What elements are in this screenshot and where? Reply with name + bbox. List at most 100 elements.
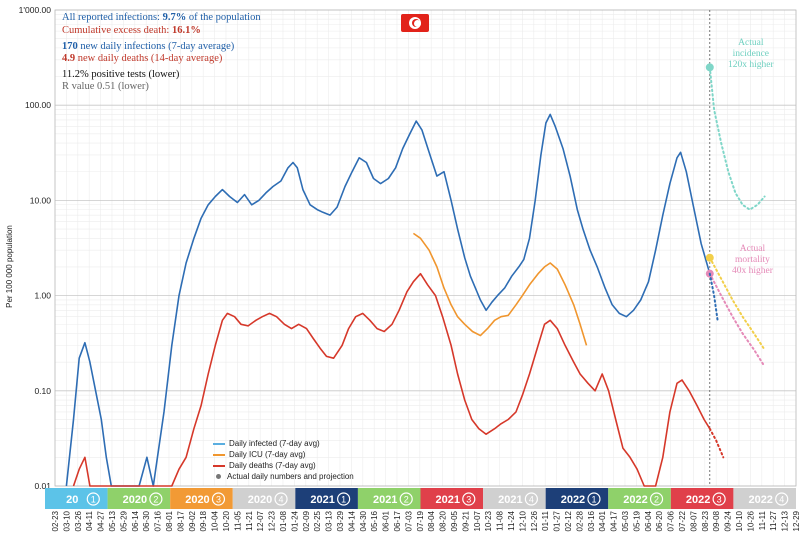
x-tick-label: 06-20	[655, 510, 664, 531]
tunisia-flag-icon	[401, 14, 429, 32]
quarter-number: 2	[404, 495, 409, 505]
x-tick-label: 07-06	[667, 510, 676, 531]
quarter-number-circle	[399, 492, 413, 506]
quarter-label: 2020	[185, 494, 209, 506]
x-tick-label: 04-17	[610, 510, 619, 531]
quarter-band-7: 2021 4	[483, 488, 546, 509]
x-tick-label: 08-01	[165, 510, 174, 531]
x-tick-label: 12-13	[781, 510, 790, 531]
x-tick-label: 04-30	[359, 510, 368, 531]
quarter-number-circle	[775, 492, 789, 506]
x-tick-label: 05-29	[119, 510, 128, 531]
x-tick-label: 04-14	[347, 510, 356, 531]
quarter-label: 2022	[686, 494, 710, 506]
quarter-number: 4	[279, 495, 284, 505]
x-tick-label: 06-01	[382, 510, 391, 531]
quarter-number: 1	[341, 495, 346, 505]
x-tick-label: 09-18	[199, 510, 208, 531]
x-tick-label: 10-26	[746, 510, 755, 531]
x-tick-label: 09-21	[461, 510, 470, 531]
series-line-infected	[65, 113, 711, 487]
x-tick-label: 08-04	[427, 510, 436, 531]
quarter-label: 2022	[748, 494, 772, 506]
x-tick-label: 11-08	[496, 510, 505, 530]
x-tick-label: 10-23	[484, 510, 493, 531]
info-new-deaths: 4.9 new daily deaths (14-day average)	[62, 53, 223, 64]
x-tick-label: 09-24	[724, 510, 733, 531]
x-tick-label: 07-16	[154, 510, 163, 531]
x-tick-label: 08-23	[701, 510, 710, 531]
projection-mortality	[708, 272, 766, 368]
quarter-number: 2	[654, 495, 659, 505]
x-tick-label: 04-01	[598, 510, 607, 531]
quarter-number: 4	[529, 495, 534, 505]
x-tick-label: 12-23	[268, 510, 277, 531]
quarter-band-5: 2021 2	[357, 488, 421, 509]
quarter-label: 2020	[123, 494, 147, 506]
quarter-label: 2020	[248, 494, 272, 506]
quarter-band-10: 2022 3	[670, 488, 734, 509]
y-tick-label: 0.01	[34, 481, 51, 491]
plot-frame	[54, 9, 797, 487]
quarter-number-circle	[274, 492, 288, 506]
quarter-number: 3	[216, 495, 221, 505]
x-tick-label: 12-07	[256, 510, 265, 531]
x-tick-label: 01-08	[279, 510, 288, 531]
x-tick-label: 02-12	[564, 510, 573, 531]
x-tick-label: 11-24	[507, 510, 516, 530]
x-tick-label: 04-11	[85, 510, 94, 530]
x-tick-label: 09-08	[712, 510, 721, 531]
x-tick-label: 02-09	[302, 510, 311, 531]
x-tick-label: 09-02	[188, 510, 197, 531]
x-tick-label: 07-03	[404, 510, 413, 531]
x-tick-label: 06-30	[142, 510, 151, 531]
quarter-label: 20	[66, 494, 78, 506]
x-tick-label: 08-20	[439, 510, 448, 531]
x-tick-label: 12-10	[518, 510, 527, 531]
quarter-label: 2021	[498, 494, 522, 506]
quarter-label: 2021	[310, 494, 334, 506]
info-r-value: R value 0.51 (lower)	[62, 81, 149, 92]
quarter-band-6: 2021 3	[420, 488, 484, 509]
projection-marker-incidence	[705, 63, 714, 72]
quarter-number-circle	[587, 492, 601, 506]
x-tick-label: 11-11	[758, 510, 767, 530]
quarter-number: 1	[591, 495, 596, 505]
x-tick-label: 09-05	[450, 510, 459, 531]
x-tick-label: 05-03	[621, 510, 630, 531]
x-tick-label: 11-27	[769, 510, 778, 530]
quarter-number: 4	[779, 495, 784, 505]
quarter-number-circle	[211, 492, 226, 506]
quarter-band-0: 20 1	[45, 488, 108, 509]
x-tick-label: 01-24	[290, 510, 299, 531]
x-tick-label: 11-05	[233, 510, 242, 530]
y-tick-label: 0.10	[34, 386, 51, 396]
x-tick-label: 03-16	[587, 510, 596, 531]
quarter-number: 3	[717, 495, 722, 505]
x-tick-label: 10-20	[222, 510, 231, 531]
x-tick-label: 10-10	[735, 510, 744, 531]
projection-icu	[708, 256, 766, 351]
quarter-number: 1	[91, 495, 96, 505]
x-tick-label: 01-27	[553, 510, 562, 531]
x-tick-label: 06-04	[644, 510, 653, 531]
quarter-label: 2022	[623, 494, 647, 506]
quarter-band-11: 2022 4	[733, 488, 796, 509]
x-tick-label: 02-28	[575, 510, 584, 531]
legend-projection: Actual daily numbers and projection	[213, 471, 354, 482]
quarter-number-circle	[337, 492, 351, 506]
x-tick-label: 11-21	[245, 510, 254, 530]
quarter-number-circle	[462, 492, 476, 506]
series-line-icu	[412, 232, 588, 346]
x-tick-label: 07-22	[678, 510, 687, 531]
y-tick-label: 1.00	[34, 291, 51, 301]
quarter-number-circle	[649, 492, 664, 506]
quarter-band-3: 2020 4	[232, 488, 296, 509]
x-tick-label: 12-26	[530, 510, 539, 531]
quarter-band-2: 2020 3	[170, 488, 233, 509]
x-tick-label: 07-19	[416, 510, 425, 531]
x-tick-label: 08-17	[176, 510, 185, 531]
projection-infected_tail	[708, 272, 719, 322]
quarter-band-4: 2021 1	[295, 488, 358, 509]
x-tick-label: 10-04	[211, 510, 220, 531]
